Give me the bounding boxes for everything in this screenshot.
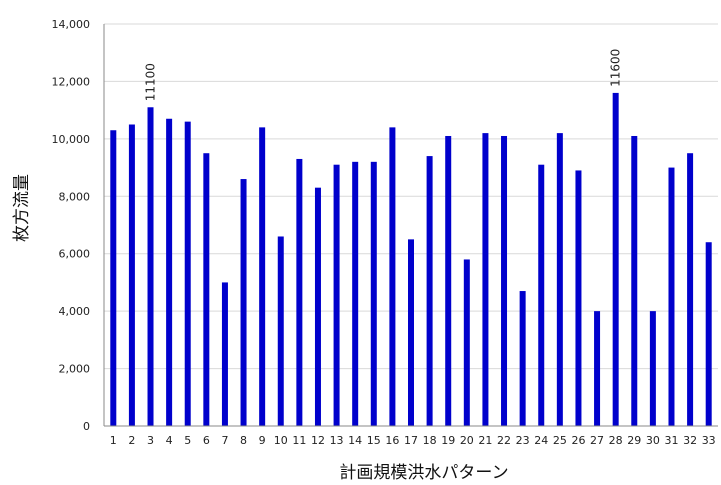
bar bbox=[278, 236, 284, 426]
bar bbox=[482, 133, 488, 426]
bar bbox=[352, 162, 358, 426]
bar bbox=[594, 311, 600, 426]
x-tick-label: 15 bbox=[367, 434, 381, 447]
x-tick-label: 9 bbox=[259, 434, 266, 447]
bar bbox=[222, 282, 228, 426]
bar bbox=[408, 239, 414, 426]
y-tick-label: 0 bbox=[83, 420, 90, 433]
x-tick-label: 21 bbox=[478, 434, 492, 447]
x-tick-label: 26 bbox=[571, 434, 585, 447]
x-tick-label: 12 bbox=[311, 434, 325, 447]
y-tick-labels: 0 2,000 4,000 6,000 8,000 10,000 12,000 14,000 bbox=[52, 18, 91, 433]
bar bbox=[427, 156, 433, 426]
x-tick-label: 6 bbox=[203, 434, 210, 447]
x-tick-label: 14 bbox=[348, 434, 362, 447]
bar bbox=[464, 259, 470, 426]
bar bbox=[668, 168, 674, 426]
bar bbox=[166, 119, 172, 426]
x-tick-label: 10 bbox=[274, 434, 288, 447]
x-tick-label: 31 bbox=[664, 434, 678, 447]
y-tick-label: 12,000 bbox=[52, 75, 91, 88]
x-axis-title: 計画規模洪水パターン bbox=[339, 463, 508, 483]
bar bbox=[706, 242, 712, 426]
bar bbox=[185, 122, 191, 426]
bar bbox=[613, 93, 619, 426]
y-tick-label: 2,000 bbox=[59, 363, 91, 376]
x-tick-label: 32 bbox=[683, 434, 697, 447]
bar bbox=[520, 291, 526, 426]
x-tick-label: 7 bbox=[221, 434, 228, 447]
x-tick-label: 8 bbox=[240, 434, 247, 447]
x-tick-label: 18 bbox=[423, 434, 437, 447]
y-axis-title: 枚方流量 bbox=[12, 174, 32, 242]
y-tick-label: 14,000 bbox=[52, 18, 91, 31]
x-tick-label: 19 bbox=[441, 434, 455, 447]
x-tick-label: 16 bbox=[385, 434, 399, 447]
x-tick-label: 27 bbox=[590, 434, 604, 447]
x-tick-label: 30 bbox=[646, 434, 660, 447]
data-label: 11100 bbox=[144, 63, 158, 101]
x-tick-label: 17 bbox=[404, 434, 418, 447]
bar bbox=[631, 136, 637, 426]
x-tick-label: 1 bbox=[110, 434, 117, 447]
bar bbox=[110, 130, 116, 426]
bar bbox=[315, 188, 321, 426]
bar bbox=[296, 159, 302, 426]
bar bbox=[241, 179, 247, 426]
y-tick-label: 6,000 bbox=[59, 248, 91, 261]
bar bbox=[557, 133, 563, 426]
bar bbox=[203, 153, 209, 426]
bar bbox=[334, 165, 340, 426]
x-tick-label: 2 bbox=[128, 434, 135, 447]
bar bbox=[575, 170, 581, 426]
x-tick-label: 25 bbox=[553, 434, 567, 447]
x-tick-label: 29 bbox=[627, 434, 641, 447]
bar bbox=[501, 136, 507, 426]
x-tick-label: 11 bbox=[292, 434, 306, 447]
x-tick-label: 4 bbox=[166, 434, 173, 447]
bar bbox=[445, 136, 451, 426]
bar bbox=[259, 127, 265, 426]
x-tick-label: 13 bbox=[330, 434, 344, 447]
y-tick-label: 8,000 bbox=[59, 190, 91, 203]
bar bbox=[389, 127, 395, 426]
y-tick-label: 10,000 bbox=[52, 133, 91, 146]
bar bbox=[371, 162, 377, 426]
x-tick-labels: 1 2 3 4 5 6 7 8 9 10 11 12 13 14 15 16 17 18 19 20 21 22 23 24 2… bbox=[110, 434, 716, 447]
bar bbox=[129, 125, 135, 427]
annotations: 11100 11600 bbox=[144, 49, 623, 102]
x-tick-label: 22 bbox=[497, 434, 511, 447]
x-tick-label: 24 bbox=[534, 434, 548, 447]
x-tick-label: 23 bbox=[516, 434, 530, 447]
bar bbox=[538, 165, 544, 426]
bar bbox=[148, 107, 154, 426]
x-tick-label: 33 bbox=[702, 434, 716, 447]
bar bbox=[687, 153, 693, 426]
bar bbox=[650, 311, 656, 426]
x-tick-label: 20 bbox=[460, 434, 474, 447]
x-tick-label: 28 bbox=[609, 434, 623, 447]
x-tick-label: 3 bbox=[147, 434, 154, 447]
bars bbox=[110, 93, 711, 426]
x-tick-label: 5 bbox=[184, 434, 191, 447]
y-tick-label: 4,000 bbox=[59, 305, 91, 318]
data-label: 11600 bbox=[609, 49, 623, 87]
